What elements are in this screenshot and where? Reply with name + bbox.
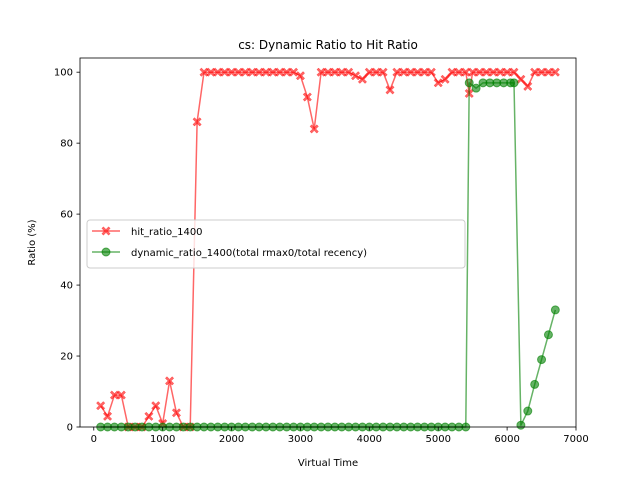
x-tick-label: 4000 bbox=[357, 434, 382, 445]
data-point bbox=[523, 81, 533, 91]
legend: hit_ratio_1400 dynamic_ratio_1400(total … bbox=[86, 219, 466, 269]
y-axis-ticks: 0 20 40 60 80 100 bbox=[54, 68, 80, 434]
y-tick-label: 40 bbox=[60, 281, 73, 292]
data-point bbox=[537, 355, 547, 365]
axes-frame bbox=[79, 57, 577, 428]
legend-marker-glyph bbox=[101, 247, 111, 257]
data-point bbox=[550, 305, 560, 315]
data-point bbox=[144, 411, 154, 421]
data-point bbox=[516, 420, 526, 430]
legend-box bbox=[86, 219, 466, 269]
y-axis-label: Ratio (%) bbox=[27, 219, 38, 265]
data-point bbox=[151, 401, 161, 411]
x-tick-label: 2000 bbox=[219, 434, 244, 445]
data-point bbox=[165, 376, 175, 386]
data-point bbox=[171, 408, 181, 418]
chart-title: cs: Dynamic Ratio to Hit Ratio bbox=[238, 38, 418, 52]
data-point bbox=[426, 67, 436, 77]
data-point bbox=[523, 406, 533, 416]
x-tick-label: 0 bbox=[91, 434, 97, 445]
data-point bbox=[509, 67, 519, 77]
data-point bbox=[471, 83, 481, 93]
data-point bbox=[550, 67, 560, 77]
data-point bbox=[116, 390, 126, 400]
y-tick-label: 60 bbox=[60, 210, 73, 221]
y-tick-label: 100 bbox=[54, 68, 73, 79]
data-point bbox=[302, 92, 312, 102]
data-point bbox=[385, 85, 395, 95]
x-axis-ticks: 0 1000 2000 3000 4000 5000 6000 7000 bbox=[91, 427, 589, 445]
x-tick-label: 3000 bbox=[288, 434, 313, 445]
data-point bbox=[378, 67, 388, 77]
legend-label-hit-ratio: hit_ratio_1400 bbox=[131, 227, 203, 238]
data-point bbox=[192, 117, 202, 127]
data-point bbox=[440, 74, 450, 84]
data-point bbox=[295, 71, 305, 81]
x-axis-label: Virtual Time bbox=[298, 458, 358, 469]
data-point bbox=[464, 78, 474, 88]
legend-marker-dynamic-ratio bbox=[101, 247, 111, 257]
x-tick-label: 7000 bbox=[563, 434, 588, 445]
legend-marker-hit-ratio bbox=[101, 226, 111, 236]
data-point bbox=[357, 74, 367, 84]
y-tick-label: 80 bbox=[60, 139, 73, 150]
x-tick-label: 5000 bbox=[425, 434, 450, 445]
x-tick-label: 1000 bbox=[150, 434, 175, 445]
data-point bbox=[433, 78, 443, 88]
data-point bbox=[530, 379, 540, 389]
legend-marker-glyph bbox=[101, 226, 111, 236]
legend-label-dynamic-ratio: dynamic_ratio_1400(total rmax0/total rec… bbox=[131, 248, 367, 259]
data-point bbox=[543, 330, 553, 340]
y-tick-label: 20 bbox=[60, 352, 73, 363]
series-hit-ratio bbox=[96, 67, 560, 432]
data-point bbox=[309, 124, 319, 134]
data-point bbox=[103, 411, 113, 421]
y-tick-label: 0 bbox=[67, 423, 73, 434]
x-tick-label: 6000 bbox=[494, 434, 519, 445]
data-point bbox=[96, 401, 106, 411]
data-point bbox=[509, 78, 519, 88]
axes: 0 1000 2000 3000 4000 5000 6000 7000 0 20 40 60 80 1… bbox=[54, 57, 589, 445]
